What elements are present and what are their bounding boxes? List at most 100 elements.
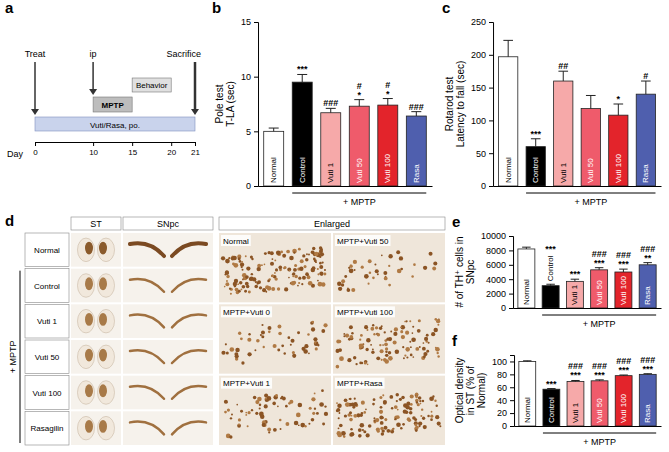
tick-label: 10000 xyxy=(481,231,506,241)
category-label: Normal xyxy=(504,157,513,183)
column-head-box xyxy=(71,217,121,230)
significance: *** xyxy=(618,365,629,375)
day-label: Day xyxy=(7,149,24,159)
group-label: + MPTP xyxy=(574,197,607,207)
y-axis-line xyxy=(489,23,494,187)
y-tick: 250 xyxy=(471,17,493,27)
arrow-shaft xyxy=(92,62,94,90)
day-tick: 10 xyxy=(89,142,98,157)
x-axis xyxy=(515,426,662,427)
column-head-box xyxy=(219,217,445,230)
y-tick: 150 xyxy=(471,83,493,93)
tick-mark xyxy=(510,374,514,375)
y-axis-title: Optical densityin ST (% ofNormal) xyxy=(454,358,487,424)
error-line xyxy=(387,99,388,106)
significance: # xyxy=(385,80,390,90)
y-tick: 100 xyxy=(492,357,514,367)
tick-mark xyxy=(195,142,196,146)
bar xyxy=(581,109,600,186)
error-line xyxy=(359,100,360,107)
panel: fOptical densityin ST (% ofNormal)020406… xyxy=(452,332,662,447)
chart-title: Rotarod test xyxy=(444,77,455,132)
significance: ### xyxy=(592,361,607,371)
significance: ### xyxy=(640,244,655,254)
tick-label: 10 xyxy=(89,148,98,157)
plot: 020406080100NormalControl***Vuti 1***###… xyxy=(492,355,662,447)
day-axis: 010152021 xyxy=(33,142,200,157)
tick-label: 80 xyxy=(497,370,507,380)
tick-mark xyxy=(489,153,493,154)
significance: *** xyxy=(545,244,556,254)
tick-mark xyxy=(489,186,493,187)
significance: ### xyxy=(323,98,338,108)
error-line xyxy=(535,139,536,147)
tick-label: 20 xyxy=(167,148,176,157)
tick-label: 15 xyxy=(128,148,137,157)
enlarged-label: Normal xyxy=(223,237,249,246)
category-label: Normal xyxy=(522,279,531,305)
category-label: Vuti 1 xyxy=(571,402,580,423)
y-tick: 10 xyxy=(241,72,258,82)
micrograph-enlarged xyxy=(333,233,445,302)
panel-label: d xyxy=(5,212,14,229)
group-label: + MPTP xyxy=(583,319,616,329)
day-tick: 20 xyxy=(167,142,176,157)
row-label-box xyxy=(25,269,69,303)
micrograph-snpc xyxy=(123,376,213,410)
category-label: Normal xyxy=(269,157,278,183)
y-tick: 50 xyxy=(476,149,493,159)
panel-label: a xyxy=(5,0,14,16)
category-label: Vuti 1 xyxy=(570,284,579,305)
y-tick: 0 xyxy=(246,181,258,191)
bar xyxy=(567,381,584,426)
tick-label: 200 xyxy=(471,50,486,60)
x-axis-line xyxy=(514,308,662,309)
error-bar xyxy=(523,360,531,362)
error-bar xyxy=(354,100,364,107)
y-axis-line xyxy=(510,356,515,427)
significance: *** xyxy=(570,370,581,380)
category-label: Vuti 100 xyxy=(619,393,628,423)
row-label: Vuti 100 xyxy=(32,389,62,398)
category-label: Vuti 50 xyxy=(355,158,364,183)
error-cap xyxy=(586,95,596,96)
bar xyxy=(591,270,608,308)
y-axis-line xyxy=(509,237,514,309)
error-line xyxy=(618,104,619,115)
micrograph-snpc xyxy=(123,269,213,303)
error-line xyxy=(302,74,303,82)
error-bar xyxy=(586,95,596,108)
bar xyxy=(615,272,632,308)
label-patch xyxy=(221,235,251,246)
y-tick: 60 xyxy=(497,383,514,393)
error-cap xyxy=(503,40,513,41)
y-axis-title: Latency to fall (sec) xyxy=(455,61,466,148)
bar xyxy=(292,82,312,186)
bar xyxy=(349,106,369,186)
significance: *** xyxy=(297,64,308,74)
error-bar xyxy=(546,284,554,285)
panel-label: f xyxy=(452,332,458,349)
panel: cRotarod testLatency to fall (sec)050100… xyxy=(442,0,662,207)
error-bar xyxy=(411,112,421,116)
significance: *** xyxy=(594,370,605,380)
micrograph-enlarged xyxy=(333,376,445,445)
tick-mark xyxy=(254,186,258,187)
category-label: Rasa xyxy=(641,164,650,183)
group-label: + MPTP xyxy=(583,437,616,447)
error-bar xyxy=(571,279,579,281)
y-tick: 8000 xyxy=(486,246,513,256)
panel-label: c xyxy=(442,0,450,16)
arrow-shaft xyxy=(194,62,197,110)
mptp-label: MPTP xyxy=(102,101,125,110)
marks xyxy=(519,361,656,426)
category-label: Rasa xyxy=(412,164,421,183)
tick-label: 10 xyxy=(241,72,251,82)
row-label: Normal xyxy=(34,246,60,255)
error-bar xyxy=(522,247,530,249)
significance: * xyxy=(617,94,621,104)
significance: ### xyxy=(409,102,424,112)
error-line xyxy=(590,95,591,108)
bar xyxy=(639,265,656,308)
tick-label: 50 xyxy=(476,149,486,159)
